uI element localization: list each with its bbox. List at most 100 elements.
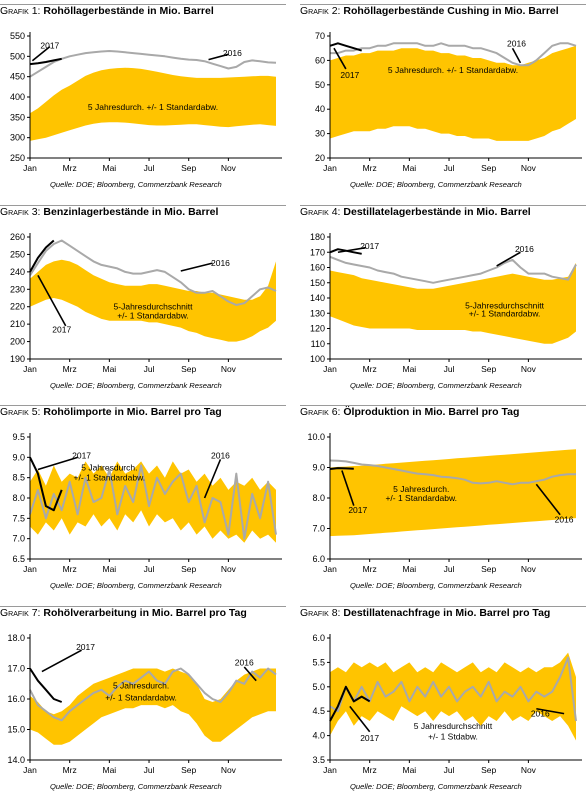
std-band-area (330, 449, 576, 537)
chart-svg: 14.0 15.0 16.0 17.0 18.0 Jan Mrz Mai Jul Sep Nov 20… (7, 633, 282, 775)
annotation-label: 2017 (340, 70, 359, 80)
annotation-arrow (37, 274, 67, 327)
y-tick-label: 230 (10, 284, 25, 294)
x-tick-label: Jul (144, 765, 155, 775)
x-tick-label: Sep (481, 163, 496, 173)
x-tick-label: Jan (323, 765, 337, 775)
panel-separator (300, 405, 586, 406)
source-note: Quelle: DOE; Bloomberg, Commerzbank Rese… (50, 180, 222, 189)
y-tick-label: 17.0 (7, 664, 25, 674)
source-note: Quelle: DOE; Bloomberg, Commerzbank Rese… (350, 782, 522, 791)
chart-panel-7: Grafik 7: Rohölverarbeitung in Mio. Barr… (0, 606, 286, 806)
annotation-label: 2017 (348, 505, 367, 515)
annotation-arrow (536, 707, 565, 715)
y-tick-label: 5.0 (312, 682, 325, 692)
y-tick-label: 70 (315, 31, 325, 41)
annotation-arrow (341, 470, 355, 506)
y-tick-label: 20 (315, 153, 325, 163)
y-tick-label: 9.0 (12, 452, 25, 462)
x-tick-label: Nov (521, 765, 537, 775)
chart-panel-4: Grafik 4: Destillatelagerbestände in Mio… (300, 205, 586, 405)
y-tick-label: 8.0 (12, 493, 25, 503)
x-tick-label: Mai (103, 163, 117, 173)
series-line-2016 (329, 255, 577, 284)
x-tick-label: Jul (444, 364, 455, 374)
chart-title: Grafik 7: Rohölverarbeitung in Mio. Barr… (0, 607, 247, 619)
annotation-arrow (535, 483, 561, 516)
chart-svg: 20 30 40 50 60 70 Jan Mrz Mai Jul Sep Nov 2017 2016 5 … (315, 31, 582, 173)
std-band-area (330, 262, 576, 344)
y-tick-label: 300 (10, 133, 25, 143)
chart-panel-6: Grafik 6: Ölproduktion in Mio. Barrel pr… (300, 405, 586, 605)
x-tick-label: Nov (221, 364, 237, 374)
panel-separator (300, 205, 586, 206)
source-note: Quelle: DOE; Bloomberg, Commerzbank Rese… (50, 381, 222, 390)
std-band-area (330, 652, 576, 741)
x-tick-label: Nov (221, 765, 237, 775)
annotation-label: 2017 (76, 642, 95, 652)
y-tick-label: 4.5 (312, 706, 325, 716)
annotation-label: 5 Jahresdurch. +/- 1 Standardabw. (388, 65, 518, 75)
x-tick-label: Jul (144, 564, 155, 574)
y-tick-label: 6.0 (312, 554, 325, 564)
y-tick-label: 130 (310, 308, 325, 318)
chart-title-text: Benzinlagerbestände in Mio. Barrel (43, 206, 219, 218)
series-line-2016 (329, 656, 577, 722)
annotation-arrow (180, 262, 213, 272)
chart-title-text: Destillatenachfrage in Mio. Barrel pro T… (343, 607, 551, 619)
x-tick-label: Mrz (63, 564, 77, 574)
y-tick-label: 180 (310, 232, 325, 242)
x-tick-label: Jul (444, 564, 455, 574)
x-tick-label: Jan (323, 364, 337, 374)
x-tick-label: Mai (103, 364, 117, 374)
annotation-arrow (208, 53, 229, 61)
std-band-area (30, 67, 276, 141)
chart-title: Grafik 4: Destillatelagerbestände in Mio… (300, 206, 531, 218)
y-tick-label: 240 (10, 267, 25, 277)
series-line-2017 (29, 239, 55, 273)
chart-svg: 250 300 350 400 450 500 550 Jan Mrz Mai Jul Sep Nov 2… (10, 31, 282, 173)
annotation-label: 2016 (235, 657, 254, 667)
x-tick-label: Nov (521, 364, 537, 374)
panel-separator (300, 4, 586, 5)
annotation-label: 2016 (531, 709, 550, 719)
y-tick-label: 120 (310, 324, 325, 334)
y-tick-label: 30 (315, 129, 325, 139)
chart-title-text: Rohöllagerbestände in Mio. Barrel (43, 5, 214, 17)
y-tick-label: 8.0 (312, 493, 325, 503)
chart-title: Grafik 1: Rohöllagerbestände in Mio. Bar… (0, 5, 214, 17)
y-tick-label: 3.5 (312, 755, 325, 765)
x-tick-label: Mai (403, 765, 417, 775)
annotation-arrow (37, 456, 78, 471)
annotation-label: 2017 (360, 241, 379, 251)
annotation-label: 2017 (360, 733, 379, 743)
annotation-arrow (203, 459, 222, 499)
y-tick-label: 7.0 (12, 534, 25, 544)
annotation-label: +/- 1 Standardabw. (385, 493, 457, 503)
chart-title: Grafik 2: Rohöllagerbestände Cushing in … (300, 5, 559, 17)
series-line-2016 (330, 42, 577, 67)
panel-separator (0, 405, 286, 406)
chart-number: Grafik 8: (300, 607, 341, 619)
x-tick-label: Jan (23, 765, 37, 775)
y-tick-label: 15.0 (7, 725, 25, 735)
annotation-label: 2016 (211, 450, 230, 460)
std-band-area (30, 668, 276, 745)
chart-title-text: Rohölverarbeitung in Mio. Barrel pro Tag (43, 607, 247, 619)
chart-svg: 6.0 7.0 8.0 9.0 10.0 Jan Mrz Mai Jul Sep Nov 2017 20… (307, 432, 582, 574)
y-tick-label: 8.5 (12, 473, 25, 483)
std-band-area (330, 45, 576, 141)
chart-svg: 190 200 210 220 230 240 250 260 Jan Mrz Mai Jul Sep N… (10, 232, 282, 374)
y-tick-label: 250 (10, 249, 25, 259)
annotation-label: 2017 (52, 324, 71, 334)
y-tick-label: 170 (310, 247, 325, 257)
y-tick-label: 200 (10, 337, 25, 347)
annotation-label: 5 Jahresdurch. (393, 484, 449, 494)
chart-svg: 3.5 4.0 4.5 5.0 5.5 6.0 Jan Mrz Mai Jul Sep Nov 2017… (312, 633, 582, 775)
series-line-2016 (329, 459, 576, 486)
annotation-label: +/- 1 Standardabw. (469, 308, 541, 318)
x-tick-label: Mrz (363, 564, 377, 574)
annotation-label: 2017 (40, 40, 59, 50)
y-tick-label: 9.0 (312, 463, 325, 473)
chart-panel-1: Grafik 1: Rohöllagerbestände in Mio. Bar… (0, 4, 286, 204)
